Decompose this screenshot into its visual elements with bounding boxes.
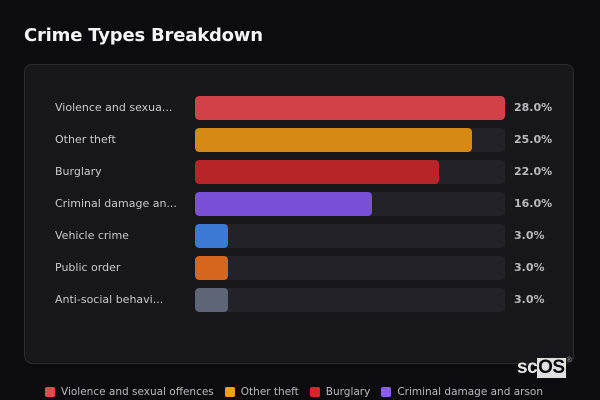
bar-track (195, 96, 505, 120)
bar-value: 28.0% (514, 101, 553, 114)
chart-card: Violence and sexua... 28.0% Other theft … (24, 64, 574, 364)
bar-value: 22.0% (514, 165, 553, 178)
legend-label: Burglary (325, 386, 371, 398)
bar-label: Burglary (55, 165, 102, 178)
legend-swatch (224, 387, 235, 397)
bar-track (195, 256, 505, 280)
bar-row: Public order 3.0% (25, 256, 573, 280)
legend-item[interactable]: Other theft (224, 386, 299, 398)
bar-value: 3.0% (514, 229, 545, 242)
bar-row: Violence and sexua... 28.0% (25, 96, 573, 120)
bar-value: 3.0% (514, 293, 545, 306)
bar-value: 16.0% (514, 197, 553, 210)
page-title: Crime Types Breakdown (24, 25, 263, 46)
legend-label: Criminal damage and arson (397, 386, 544, 398)
legend-label: Other theft (240, 386, 299, 398)
legend-swatch (381, 387, 392, 397)
bar-label: Public order (55, 261, 121, 274)
bar-fill (195, 192, 373, 216)
legend-item[interactable]: Burglary (309, 386, 371, 398)
bar-label: Other theft (55, 133, 116, 146)
bar-row: Other theft 25.0% (25, 128, 573, 152)
chart-legend: Violence and sexual offences Other theft… (45, 386, 554, 398)
legend-item[interactable]: Violence and sexual offences (45, 386, 214, 398)
bar-row: Anti-social behavi... 3.0% (25, 288, 573, 312)
brand-logo: sc OS ® (517, 357, 572, 378)
bar-row: Vehicle crime 3.0% (25, 224, 573, 248)
legend-label: Violence and sexual offences (61, 386, 214, 398)
bar-value: 25.0% (514, 133, 553, 146)
bar-track (195, 160, 505, 184)
legend-swatch (45, 387, 55, 397)
bar-track (195, 288, 505, 312)
bar-row: Criminal damage an... 16.0% (25, 192, 573, 216)
bar-label: Anti-social behavi... (55, 293, 164, 306)
bar-track (195, 192, 505, 216)
bar-fill (195, 128, 472, 152)
bar-track (195, 128, 505, 152)
legend-swatch (309, 387, 320, 397)
bar-fill (195, 288, 229, 312)
bar-fill (195, 224, 229, 248)
bar-label: Violence and sexua... (55, 101, 173, 114)
bar-row: Burglary 22.0% (25, 160, 573, 184)
bar-track (195, 224, 505, 248)
bar-label: Criminal damage an... (55, 197, 177, 210)
bar-fill (195, 256, 229, 280)
bar-fill (195, 96, 505, 120)
bar-value: 3.0% (514, 261, 545, 274)
bar-label: Vehicle crime (55, 229, 129, 242)
bar-fill (195, 160, 439, 184)
legend-item[interactable]: Criminal damage and arson (381, 386, 543, 398)
